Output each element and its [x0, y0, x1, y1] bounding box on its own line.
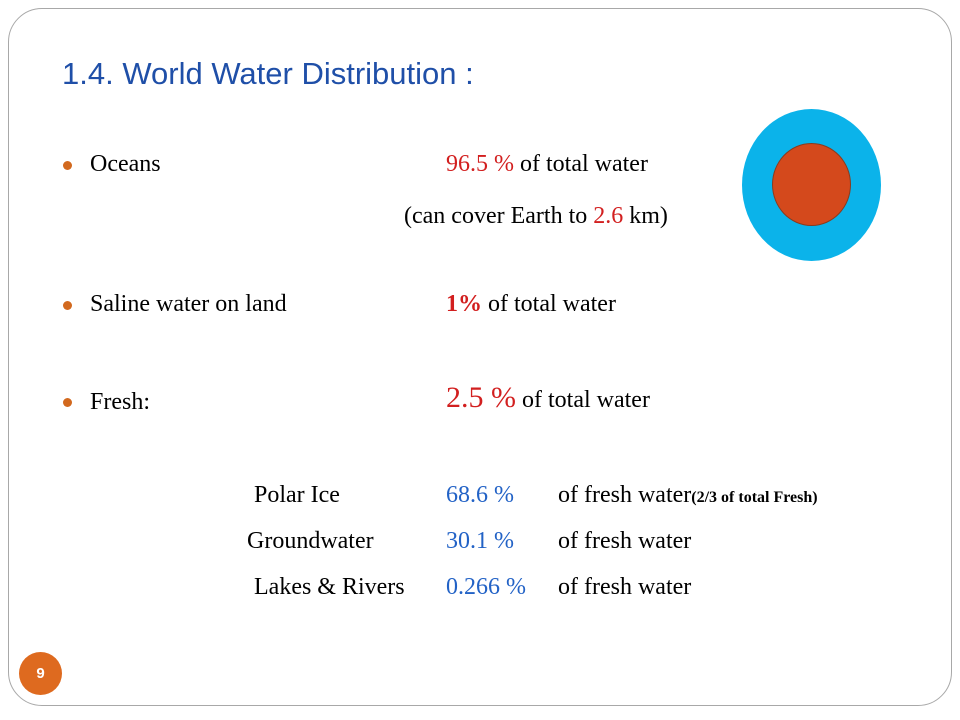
saline-value-line: 1% of total water: [446, 291, 616, 318]
polar-ice-value: 68.6 %: [446, 482, 514, 508]
polar-ice-label: Polar Ice: [254, 482, 340, 508]
fresh-value-line: 2.5 % of total water: [446, 381, 650, 415]
bullet-icon: [63, 398, 72, 407]
oceans-note-prefix: (can cover Earth to: [404, 203, 594, 229]
oceans-suffix: of total water: [514, 151, 648, 177]
oceans-value-line: 96.5 % of total water: [446, 151, 648, 178]
saline-label: Saline water on land: [90, 291, 287, 317]
earth-circle-icon: [772, 143, 851, 226]
bullet-icon: [63, 161, 72, 170]
polar-ice-suffix: of fresh water: [558, 482, 692, 508]
polar-ice-suffix-line: of fresh water(2/3 of total Fresh): [558, 482, 818, 509]
slide-frame: [8, 8, 952, 706]
slide-title: 1.4. World Water Distribution :: [62, 56, 474, 91]
fresh-suffix: of total water: [516, 387, 650, 413]
oceans-note: (can cover Earth to 2.6 km): [404, 203, 668, 230]
polar-ice-note: (2/3 of total Fresh): [691, 489, 818, 506]
oceans-label: Oceans: [90, 151, 161, 177]
oceans-note-suffix: km): [623, 203, 668, 229]
page-number-badge: 9: [19, 652, 62, 695]
lakes-rivers-suffix: of fresh water: [558, 574, 692, 600]
lakes-rivers-label: Lakes & Rivers: [254, 574, 405, 600]
saline-suffix: of total water: [482, 291, 616, 317]
fresh-value: 2.5 %: [446, 381, 516, 414]
groundwater-value: 30.1 %: [446, 528, 514, 554]
fresh-label: Fresh:: [90, 389, 150, 415]
saline-value: 1%: [446, 291, 482, 317]
groundwater-label: Groundwater: [247, 528, 374, 554]
oceans-value: 96.5 %: [446, 151, 514, 177]
oceans-note-value: 2.6: [593, 203, 624, 229]
bullet-icon: [63, 301, 72, 310]
lakes-rivers-value: 0.266 %: [446, 574, 526, 600]
groundwater-suffix: of fresh water: [558, 528, 692, 554]
